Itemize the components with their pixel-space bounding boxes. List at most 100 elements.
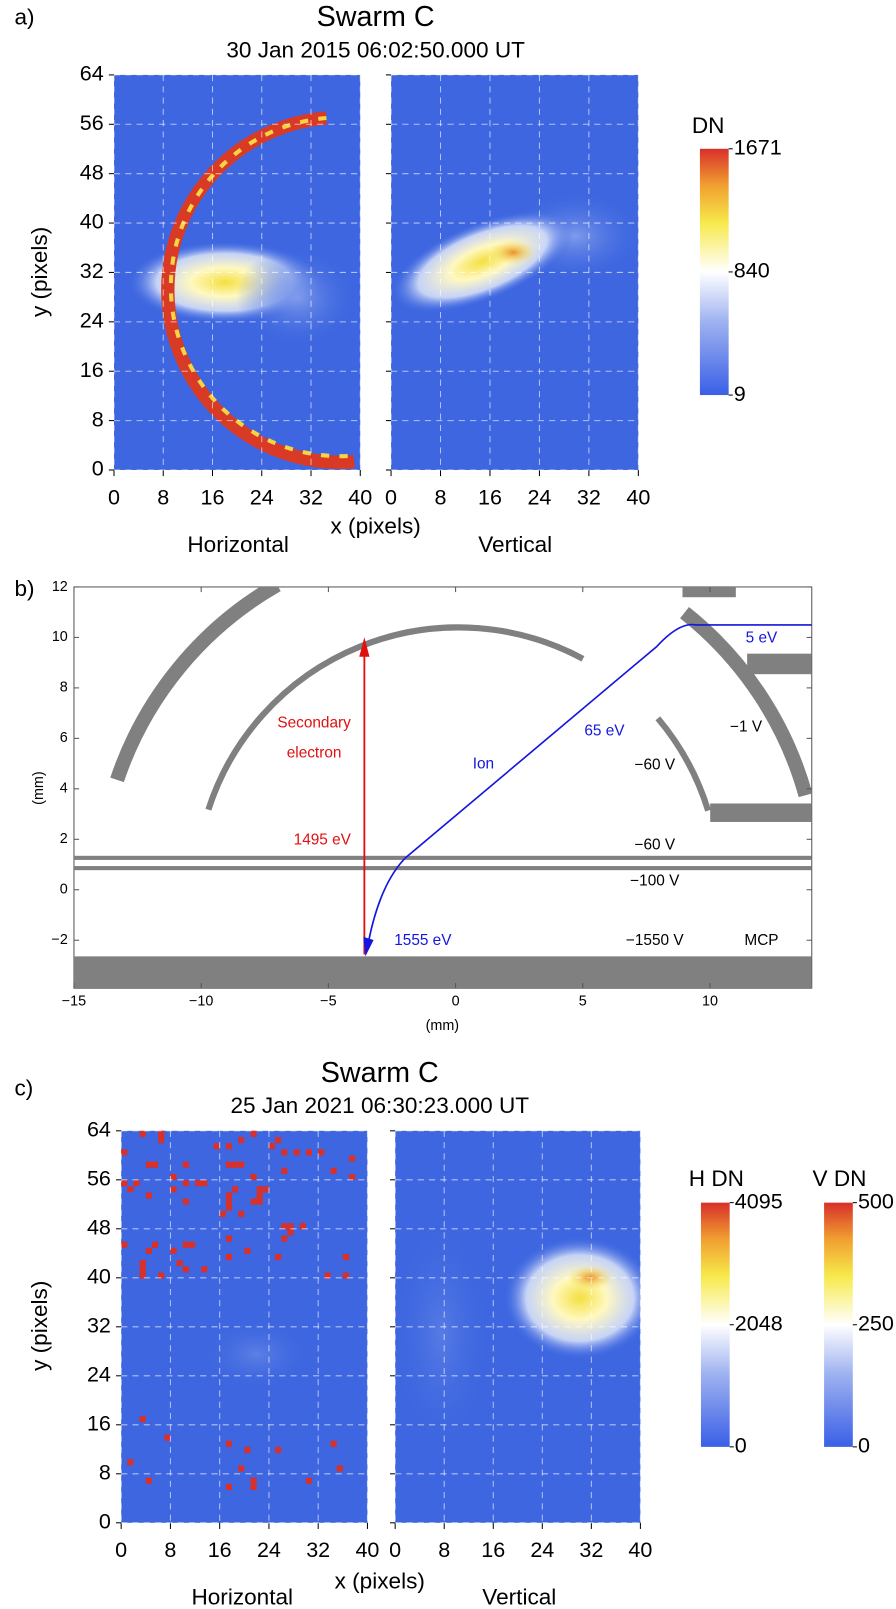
hot-spot xyxy=(490,240,536,265)
y-tick-label: 4 xyxy=(60,781,68,797)
y-tick-label: 0 xyxy=(99,1509,111,1533)
chart-subtitle: 30 Jan 2015 06:02:50.000 UT xyxy=(226,37,525,62)
hot-pixel xyxy=(127,1459,134,1466)
colorbar-tick-label: 500 xyxy=(858,1189,894,1213)
annotation: MCP xyxy=(744,932,778,949)
hot-pixel xyxy=(201,1266,208,1273)
electrode xyxy=(110,586,281,783)
y-tick-label: 40 xyxy=(87,1264,111,1288)
hot-pixel xyxy=(225,1198,232,1205)
x-tick-label: 0 xyxy=(115,1538,127,1562)
arrow-head xyxy=(359,637,370,657)
glow xyxy=(395,1210,493,1458)
x-tick-label: 8 xyxy=(438,1538,450,1562)
hot-pixel xyxy=(336,1465,343,1472)
hot-pixel xyxy=(318,1149,325,1156)
chart-title: Swarm C xyxy=(317,1,435,33)
annotation: electron xyxy=(287,744,342,761)
y-axis-label: y (pixels) xyxy=(27,1281,52,1371)
colorbar-tick-label: 0 xyxy=(858,1434,870,1458)
chart-subtitle: 25 Jan 2021 06:30:23.000 UT xyxy=(230,1093,529,1118)
hot-pixel xyxy=(133,1180,140,1187)
colorbar-label: DN xyxy=(692,113,725,138)
hot-pixel xyxy=(182,1180,189,1187)
hot-pixel xyxy=(182,1266,189,1273)
colorbar-tick-label: 840 xyxy=(734,259,770,283)
hot-pixel xyxy=(145,1161,152,1168)
hot-pixel xyxy=(170,1173,177,1181)
x-tick-label: 40 xyxy=(355,1538,379,1562)
y-tick-label: 16 xyxy=(87,1411,111,1435)
annotation: Ion xyxy=(473,756,494,773)
hot-pixel xyxy=(139,1272,146,1279)
y-tick-label: 6 xyxy=(60,730,68,746)
arrow-head xyxy=(363,936,374,957)
x-tick-label: 40 xyxy=(626,485,650,509)
y-tick-label: 8 xyxy=(99,1460,111,1484)
hot-pixel xyxy=(281,1167,288,1174)
y-tick-label: 64 xyxy=(80,62,104,86)
hot-pixel xyxy=(158,1272,165,1279)
glow xyxy=(391,210,574,314)
x-tick-label: 16 xyxy=(478,485,502,509)
hot-pixel xyxy=(139,1130,146,1137)
x-tick-label: 16 xyxy=(481,1538,505,1562)
hot-pixel xyxy=(250,1198,257,1205)
annotation: −60 V xyxy=(634,757,675,774)
hot-pixel xyxy=(225,1440,232,1447)
electrode xyxy=(747,653,812,675)
panel-name: Vertical xyxy=(478,532,552,557)
hot-pixels xyxy=(121,1130,356,1490)
image-features xyxy=(391,189,639,314)
hot-pixel xyxy=(158,1136,165,1144)
y-tick-label: 16 xyxy=(80,358,104,382)
x-tick-label: 24 xyxy=(527,485,551,509)
annotation: −100 V xyxy=(630,873,680,890)
hot-pixel xyxy=(293,1149,300,1156)
colorbar-label: V DN xyxy=(813,1166,867,1191)
x-tick-label: 16 xyxy=(201,485,225,509)
y-axis-label: y (pixels) xyxy=(27,227,52,317)
y-tick-label: 40 xyxy=(80,210,104,234)
hot-pixel xyxy=(121,1241,128,1248)
y-tick-label: 24 xyxy=(80,309,104,333)
y-tick-label: 24 xyxy=(87,1362,111,1386)
hot-pixel xyxy=(164,1434,171,1441)
electrode xyxy=(680,606,812,798)
x-axis-label: x (pixels) xyxy=(331,513,421,538)
hot-pixel xyxy=(121,1180,128,1187)
grid-plate xyxy=(73,855,812,860)
x-tick-label: 8 xyxy=(164,1538,176,1562)
hot-pixel xyxy=(275,1253,282,1261)
y-tick-label: 64 xyxy=(87,1118,111,1142)
y-tick-label: 12 xyxy=(52,579,68,595)
hot-pixel xyxy=(238,1136,245,1144)
x-tick-label: −5 xyxy=(320,993,336,1009)
colorbar xyxy=(699,148,729,396)
colorbar-tick-label: 9 xyxy=(734,382,746,406)
annotation: 5 eV xyxy=(746,629,778,646)
panel-name: Vertical xyxy=(482,1585,556,1609)
annotations: Secondary electron 1495 eV Ion 65 eV 5 e… xyxy=(277,629,778,949)
hot-pixel xyxy=(145,1477,152,1484)
hot-pixel xyxy=(281,1149,288,1156)
electrode xyxy=(682,586,736,598)
hot-pixel xyxy=(225,1235,232,1242)
annotation: 65 eV xyxy=(584,723,625,740)
x-tick-label: 32 xyxy=(306,1538,330,1562)
x-axis-label: (mm) xyxy=(426,1018,459,1034)
hot-pixel xyxy=(238,1465,245,1472)
x-tick-label: 32 xyxy=(579,1538,603,1562)
grid-plate xyxy=(73,866,812,871)
colorbar xyxy=(700,1202,730,1447)
hot-pixel xyxy=(127,1186,134,1193)
chart-title: Swarm C xyxy=(321,1057,439,1089)
y-axis-label: (mm) xyxy=(31,771,47,805)
hot-pixel xyxy=(151,1161,159,1168)
hot-pixel xyxy=(330,1167,337,1174)
hot-pixel xyxy=(225,1204,232,1211)
hot-pixel xyxy=(145,1192,152,1199)
hot-pixel xyxy=(139,1416,146,1423)
electrode xyxy=(710,803,812,822)
